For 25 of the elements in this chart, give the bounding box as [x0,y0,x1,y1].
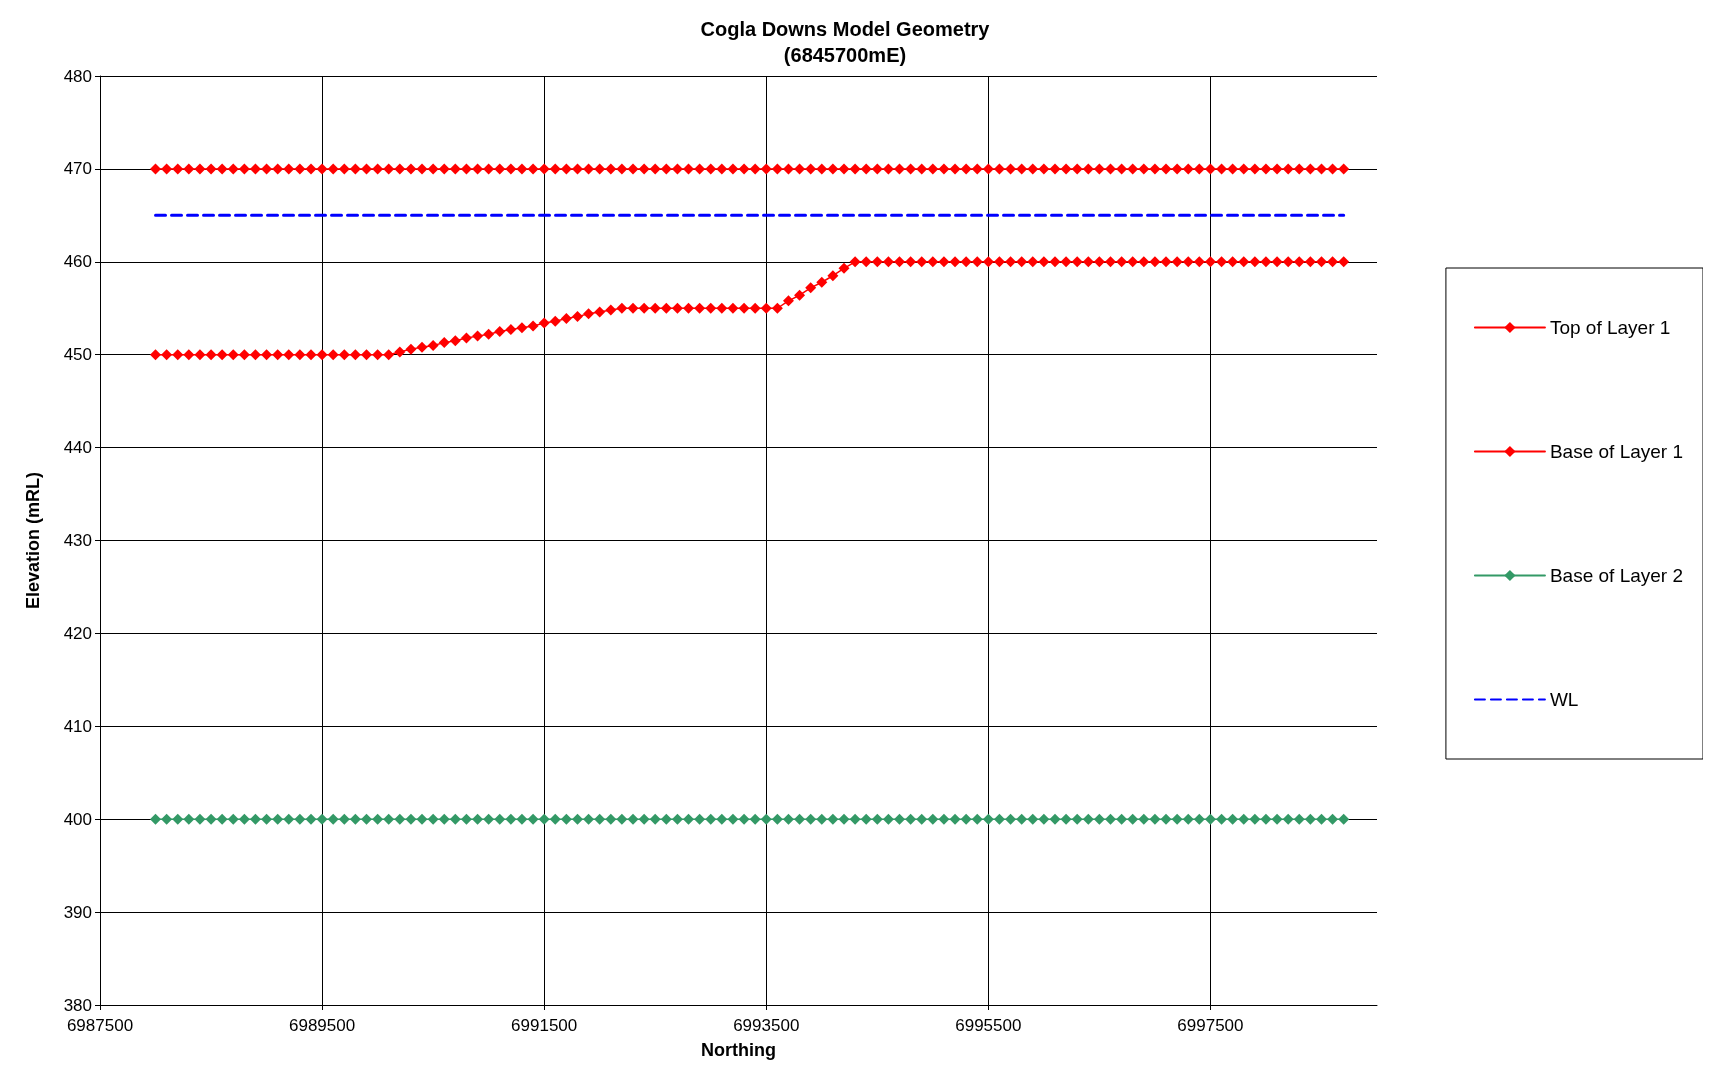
y-tick-label: 480 [63,66,92,86]
x-axis-title: Northing [701,1040,776,1060]
y-axis-title: Elevation (mRL) [23,471,43,610]
x-tick-label: 6997500 [1177,1016,1244,1035]
x-tick-label: 6993500 [733,1016,800,1035]
y-tick-label: 390 [63,902,92,922]
x-tick-label: 6987500 [66,1016,134,1035]
legend-label: Base of Layer 2 [1549,565,1684,586]
y-tick-label: 470 [63,159,92,179]
chart-title: Cogla Downs Model Geometry [700,18,991,40]
legend-label: Base of Layer 1 [1549,441,1684,462]
y-tick-label: 460 [63,252,92,272]
y-tick-label: 450 [63,345,92,365]
y-tick-label: 430 [63,531,92,550]
legend-label: WL [1549,689,1579,710]
legend-label: Top of Layer 1 [1549,317,1671,338]
y-tick-label: 400 [63,809,92,829]
x-tick-label: 6991500 [511,1016,578,1035]
y-tick-label: 440 [63,438,92,458]
x-tick-label: 6989500 [288,1016,356,1035]
y-tick-label: 410 [63,716,92,736]
chart-subtitle: (6845700mE) [783,44,907,66]
y-tick-label: 420 [63,623,92,643]
y-tick-label: 380 [63,995,92,1015]
x-tick-label: 6995500 [955,1016,1022,1035]
